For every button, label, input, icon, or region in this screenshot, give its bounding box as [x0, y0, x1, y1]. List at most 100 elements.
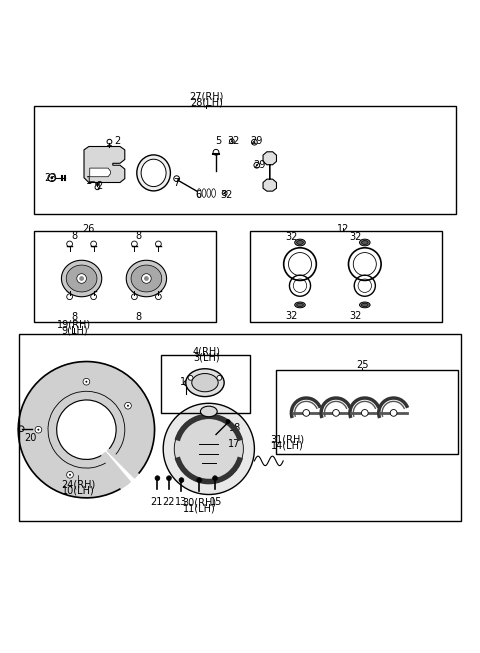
- Polygon shape: [66, 265, 97, 292]
- Ellipse shape: [141, 159, 166, 187]
- Text: 32: 32: [349, 311, 361, 321]
- Circle shape: [224, 192, 226, 194]
- Text: 14(LH): 14(LH): [271, 441, 303, 451]
- Text: 6: 6: [195, 189, 201, 200]
- Text: 23: 23: [44, 172, 57, 183]
- Polygon shape: [131, 265, 162, 292]
- Text: 1: 1: [86, 176, 92, 185]
- Circle shape: [303, 409, 310, 416]
- Ellipse shape: [186, 369, 224, 396]
- Polygon shape: [263, 151, 276, 191]
- Circle shape: [361, 409, 368, 416]
- Circle shape: [69, 474, 71, 476]
- Text: 3(LH): 3(LH): [193, 353, 220, 362]
- Text: 31(RH): 31(RH): [270, 434, 304, 444]
- Circle shape: [179, 478, 184, 483]
- Circle shape: [67, 471, 73, 478]
- Circle shape: [197, 478, 202, 483]
- Text: 2: 2: [96, 182, 103, 191]
- Text: 26: 26: [83, 224, 95, 234]
- Circle shape: [125, 402, 132, 409]
- Ellipse shape: [295, 302, 305, 308]
- Text: 10(LH): 10(LH): [62, 486, 95, 496]
- Circle shape: [333, 409, 339, 416]
- Ellipse shape: [297, 303, 303, 306]
- Text: 28(LH): 28(LH): [190, 97, 223, 107]
- Bar: [250, 231, 442, 322]
- Circle shape: [155, 476, 160, 481]
- Circle shape: [79, 276, 84, 281]
- Polygon shape: [61, 261, 102, 296]
- Text: 24(RH): 24(RH): [61, 479, 96, 489]
- Circle shape: [167, 476, 171, 481]
- Text: 15: 15: [210, 497, 222, 507]
- Text: 2: 2: [114, 136, 121, 146]
- Bar: [34, 231, 216, 322]
- Text: 9(LH): 9(LH): [61, 326, 88, 336]
- Circle shape: [142, 274, 151, 283]
- Ellipse shape: [360, 302, 370, 308]
- Circle shape: [35, 426, 42, 433]
- Text: 8: 8: [135, 312, 141, 322]
- Text: 30(RH): 30(RH): [182, 497, 216, 507]
- Polygon shape: [90, 168, 110, 177]
- Text: 32: 32: [285, 311, 298, 321]
- Circle shape: [50, 176, 53, 179]
- Text: 32: 32: [349, 232, 361, 242]
- Text: 29: 29: [253, 160, 265, 170]
- Text: 20: 20: [24, 434, 36, 443]
- Circle shape: [213, 476, 217, 481]
- Circle shape: [77, 274, 86, 283]
- Text: 12: 12: [337, 224, 349, 234]
- Polygon shape: [18, 362, 155, 498]
- Circle shape: [37, 429, 39, 431]
- Circle shape: [390, 409, 397, 416]
- Text: 25: 25: [356, 360, 369, 370]
- Text: 11(LH): 11(LH): [183, 503, 216, 513]
- Text: 18: 18: [229, 423, 241, 433]
- Ellipse shape: [360, 239, 370, 246]
- Text: 8: 8: [72, 231, 77, 241]
- Text: 32: 32: [220, 189, 233, 200]
- Circle shape: [85, 381, 87, 383]
- Text: 27(RH): 27(RH): [189, 91, 224, 101]
- Text: 5: 5: [215, 136, 222, 146]
- Ellipse shape: [361, 303, 368, 306]
- Ellipse shape: [297, 240, 303, 244]
- Ellipse shape: [137, 155, 170, 191]
- Circle shape: [253, 141, 255, 143]
- Circle shape: [174, 415, 243, 483]
- Circle shape: [163, 404, 254, 494]
- Text: 29: 29: [251, 136, 263, 146]
- Bar: [34, 106, 456, 214]
- Text: 19(RH): 19(RH): [57, 319, 92, 330]
- Polygon shape: [126, 261, 167, 296]
- Text: 32: 32: [285, 232, 298, 242]
- Text: 8: 8: [135, 231, 141, 241]
- Circle shape: [231, 140, 233, 142]
- Bar: [19, 334, 461, 521]
- Text: 21: 21: [150, 497, 162, 507]
- Text: 17: 17: [228, 439, 240, 449]
- Circle shape: [188, 375, 193, 380]
- Text: 13: 13: [175, 497, 188, 507]
- Ellipse shape: [201, 406, 217, 417]
- Text: 16: 16: [180, 377, 192, 387]
- Ellipse shape: [295, 239, 305, 246]
- Text: 8: 8: [72, 312, 77, 322]
- Ellipse shape: [361, 240, 368, 244]
- Circle shape: [226, 419, 230, 424]
- Circle shape: [256, 165, 258, 166]
- Text: 32: 32: [228, 136, 240, 146]
- Circle shape: [83, 378, 90, 385]
- Text: 4(RH): 4(RH): [192, 347, 220, 357]
- Ellipse shape: [192, 374, 218, 392]
- Circle shape: [144, 276, 149, 281]
- Text: 22: 22: [163, 497, 175, 507]
- Circle shape: [127, 405, 129, 407]
- Circle shape: [217, 375, 222, 380]
- Text: 7: 7: [173, 178, 180, 187]
- Bar: [276, 370, 458, 454]
- Bar: [161, 355, 250, 413]
- Polygon shape: [84, 146, 125, 182]
